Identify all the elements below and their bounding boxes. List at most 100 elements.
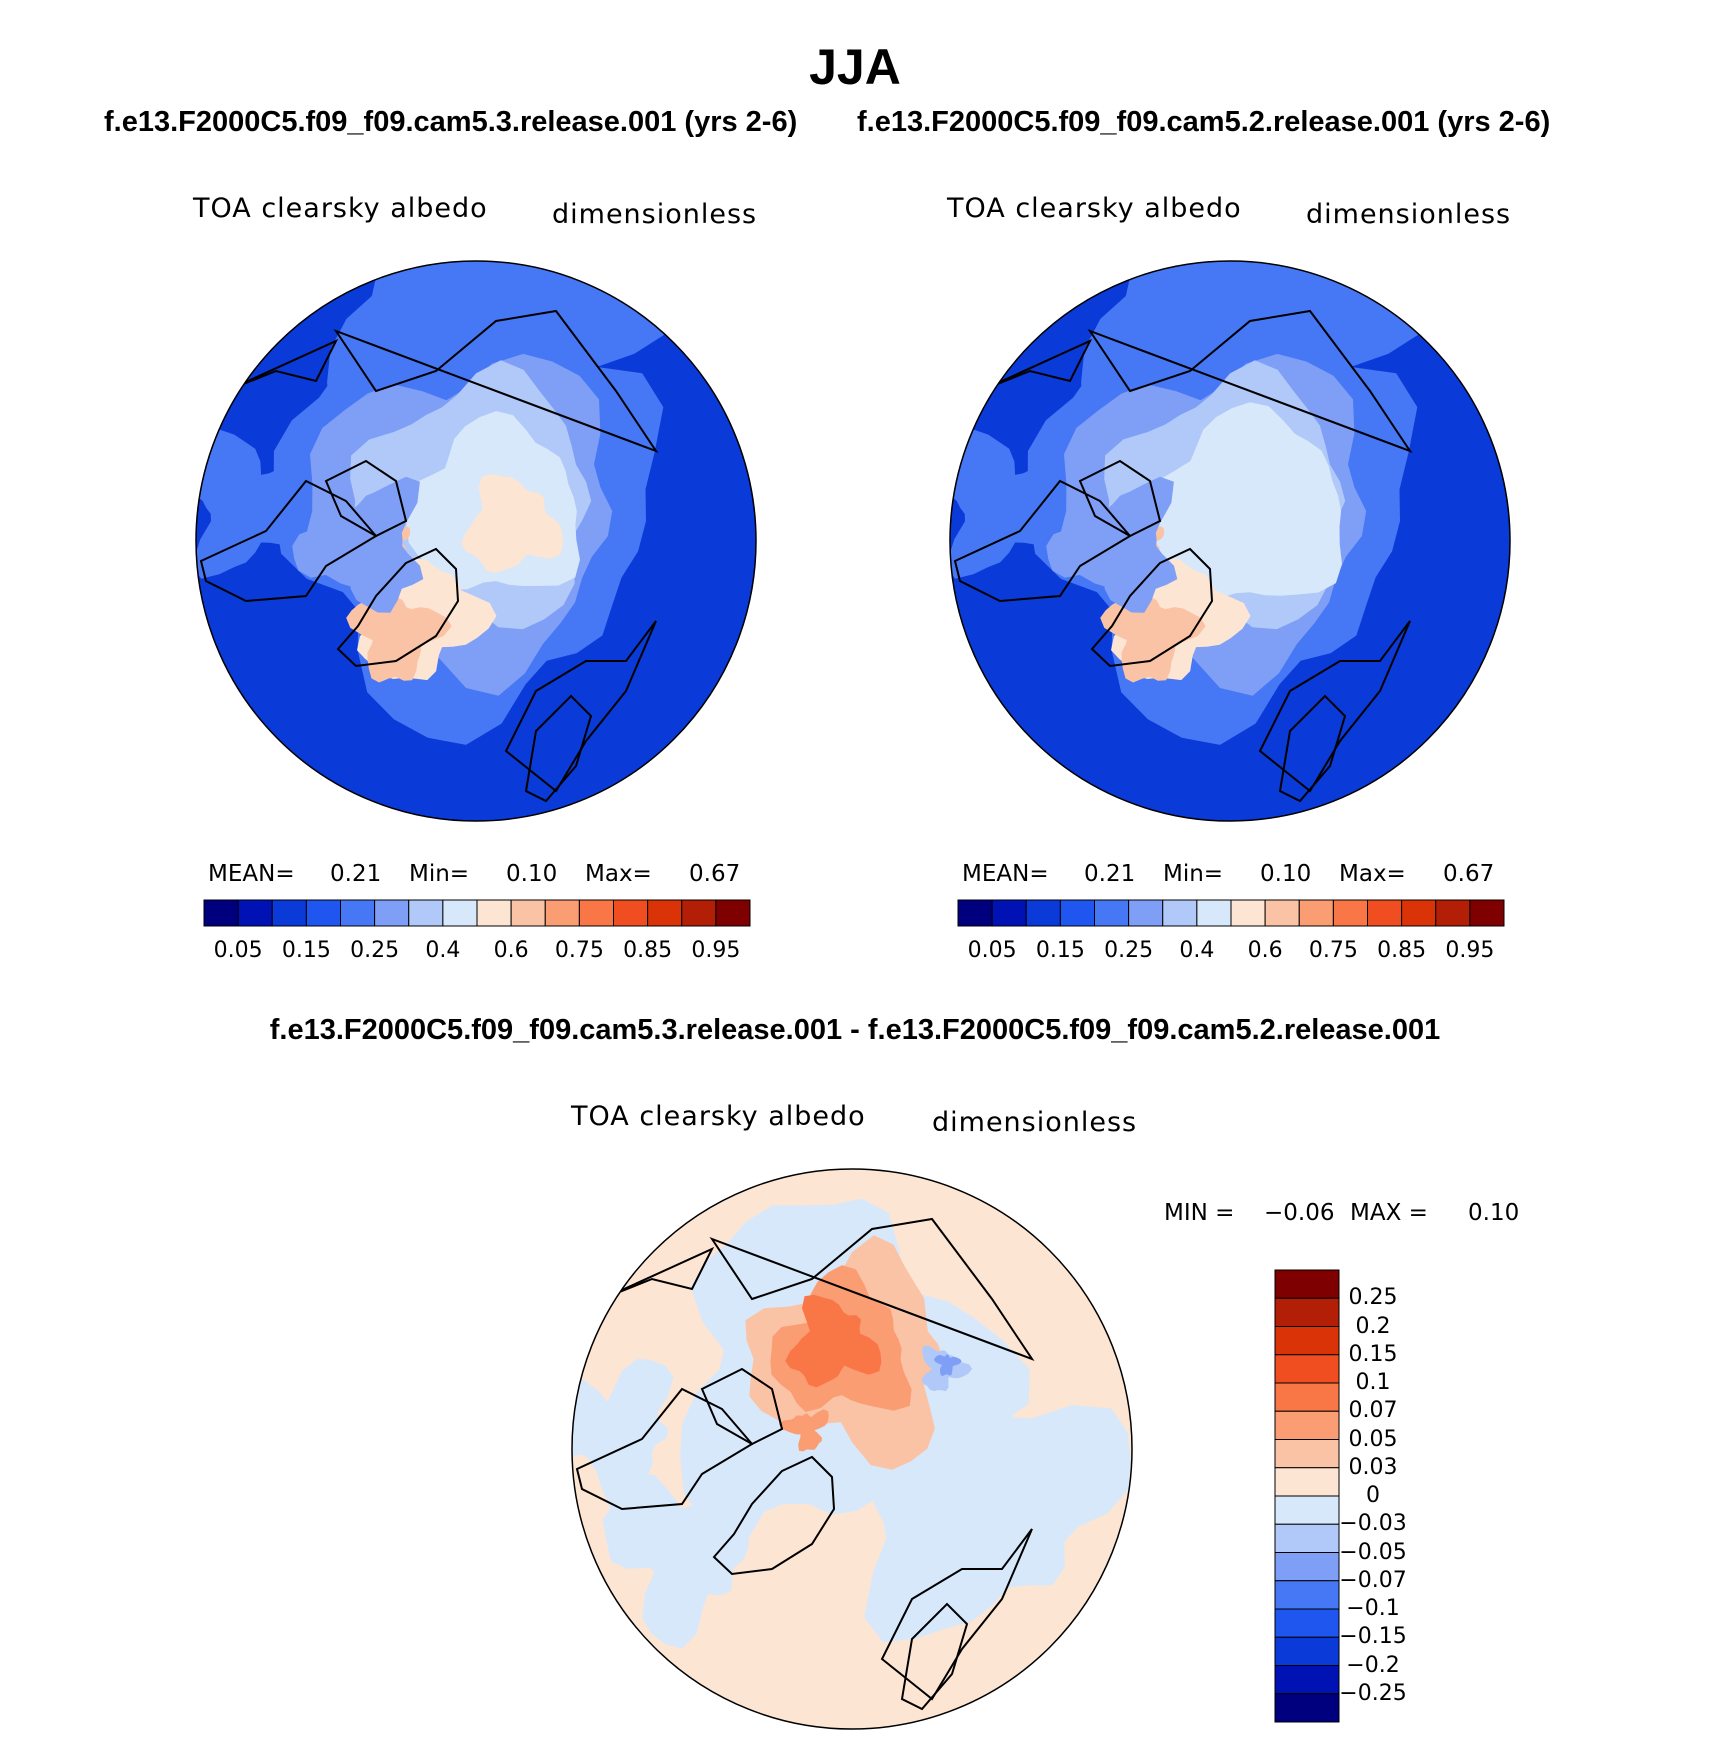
colorbar-box-15	[715, 899, 751, 927]
diff-colorbar-tick-label: 0.25	[1348, 1285, 1398, 1311]
map-field	[572, 1169, 1132, 1729]
panel1-polar-map	[195, 260, 757, 822]
diff-colorbar-box-6	[1274, 1439, 1340, 1469]
panel2-max-value: 0.67	[1443, 861, 1495, 887]
diff-colorbar-tick-label: −0.1	[1346, 1596, 1400, 1621]
colorbar-box-1	[237, 899, 273, 927]
europe-coastline	[880, 1528, 1033, 1701]
scandinavia-coastline	[900, 1602, 969, 1711]
panel2-units-label: dimensionless	[1306, 199, 1512, 230]
field-contour-2	[602, 1472, 771, 1649]
colorbar-tick-label: 0.15	[281, 938, 331, 963]
colorbar-box-10	[544, 899, 580, 927]
field-contour-8	[934, 1354, 962, 1377]
colorbar-box-0	[957, 899, 993, 927]
europe-coastline	[1258, 620, 1411, 793]
panel1-min-label: Min=	[409, 861, 470, 887]
colorbar-box-9	[510, 899, 546, 927]
diff-colorbar-box-9	[1274, 1523, 1340, 1553]
colorbar-box-3	[305, 899, 341, 927]
colorbar-box-1	[991, 899, 1027, 927]
canada-coastline	[199, 479, 378, 603]
field-contour-8	[1100, 596, 1206, 683]
diff-colorbar-tick-label: −0.15	[1339, 1624, 1407, 1650]
siberia-coastline	[1087, 309, 1413, 454]
panel2-case-title: f.e13.F2000C5.f09_f09.cam5.2.release.001…	[857, 106, 1551, 138]
panel2-max-label: Max=	[1339, 861, 1406, 887]
colorbar-box-5	[374, 899, 410, 927]
panel1-mean-value: 0.21	[330, 861, 382, 887]
diff-colorbar-box-8	[1274, 1495, 1340, 1525]
colorbar-box-6	[1162, 899, 1198, 927]
difference-max-label: MAX =	[1350, 1200, 1428, 1226]
colorbar-tick-label: 0.05	[967, 938, 1017, 963]
difference-colorbar	[1274, 1269, 1340, 1723]
siberia-coastline	[333, 309, 659, 454]
greenland-coastline	[336, 547, 460, 668]
colorbar-box-7	[442, 899, 478, 927]
colorbar-box-10	[1298, 899, 1334, 927]
diff-colorbar-box-10	[1274, 1552, 1340, 1582]
panel2-polar-map	[949, 260, 1511, 822]
colorbar-box-13	[647, 899, 683, 927]
colorbar-box-4	[340, 899, 376, 927]
diff-colorbar-box-3	[1274, 1354, 1340, 1384]
diff-colorbar-tick-label: 0.05	[1348, 1426, 1398, 1452]
colorbar-tick-label: 0.95	[691, 938, 741, 963]
colorbar-box-9	[1264, 899, 1300, 927]
diff-colorbar-tick-label: −0.25	[1339, 1680, 1407, 1706]
panel1-case-title: f.e13.F2000C5.f09_f09.cam5.3.release.001…	[104, 106, 798, 138]
diff-colorbar-tick-label: 0.2	[1355, 1313, 1391, 1339]
field-contour-6	[785, 1294, 882, 1388]
colorbar-box-13	[1401, 899, 1437, 927]
diff-colorbar-box-11	[1274, 1580, 1340, 1610]
alaska-coastline	[601, 1246, 715, 1300]
colorbar-box-0	[203, 899, 239, 927]
greenland-coastline	[1090, 547, 1214, 668]
scandinavia-coastline	[1278, 694, 1347, 803]
colorbar-tick-label: 0.6	[493, 938, 529, 963]
panel2-colorbar	[957, 899, 1505, 927]
field-contour-9	[778, 1409, 829, 1452]
panel2-min-value: 0.10	[1260, 861, 1312, 887]
diff-colorbar-tick-label: 0	[1366, 1483, 1380, 1508]
colorbar-box-12	[1367, 899, 1403, 927]
colorbar-box-6	[408, 899, 444, 927]
diff-colorbar-box-7	[1274, 1467, 1340, 1497]
difference-units-label: dimensionless	[932, 1107, 1138, 1138]
difference-max-value: 0.10	[1468, 1200, 1520, 1226]
panel2-variable-label: TOA clearsky albedo	[947, 193, 1242, 224]
colorbar-tick-label: 0.4	[1179, 938, 1215, 963]
panel1-variable-label: TOA clearsky albedo	[193, 193, 488, 224]
alaska-coastline	[225, 338, 339, 392]
map-field	[196, 261, 756, 821]
difference-variable-label: TOA clearsky albedo	[571, 1101, 866, 1132]
scandinavia-coastline	[524, 694, 593, 803]
diff-colorbar-tick-label: 0.1	[1355, 1370, 1391, 1395]
colorbar-box-8	[1230, 899, 1266, 927]
colorbar-tick-label: 0.4	[425, 938, 461, 963]
diff-colorbar-box-5	[1274, 1410, 1340, 1440]
panel1-units-label: dimensionless	[552, 199, 758, 230]
map-boundary	[195, 260, 757, 822]
diff-colorbar-tick-label: −0.2	[1346, 1652, 1400, 1678]
archipelago-coastline	[700, 1367, 784, 1446]
colorbar-box-11	[1332, 899, 1368, 927]
diff-colorbar-tick-label: −0.05	[1339, 1539, 1407, 1565]
colorbar-box-4	[1094, 899, 1130, 927]
canada-coastline	[953, 479, 1132, 603]
panel2-mean-label: MEAN=	[962, 861, 1049, 887]
field-contour-6	[1206, 485, 1276, 553]
map-boundary	[949, 260, 1511, 822]
archipelago-coastline	[324, 459, 408, 538]
diff-colorbar-tick-label: 0.07	[1348, 1398, 1398, 1424]
panel1-colorbar	[203, 899, 751, 927]
diff-colorbar-box-1	[1274, 1297, 1340, 1327]
diff-colorbar-box-2	[1274, 1326, 1340, 1356]
panel1-max-value: 0.67	[689, 861, 741, 887]
diff-colorbar-box-15	[1274, 1693, 1340, 1723]
archipelago-coastline	[1078, 459, 1162, 538]
colorbar-tick-label: 0.85	[623, 938, 673, 963]
colorbar-tick-label: 0.75	[554, 938, 604, 963]
panel1-max-label: Max=	[585, 861, 652, 887]
